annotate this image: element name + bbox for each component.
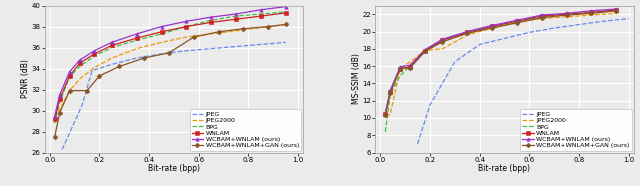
Y-axis label: PSNR (dB): PSNR (dB) bbox=[21, 60, 30, 99]
Y-axis label: MS-SSIM (dB): MS-SSIM (dB) bbox=[352, 54, 361, 105]
X-axis label: Bit-rate (bpp): Bit-rate (bpp) bbox=[148, 164, 200, 173]
Legend: JPEG, JPEG2000, BPG, WNLAM, WCBAM+WNLAM (ours), WCBAM+WNLAM+GAN (ours): JPEG, JPEG2000, BPG, WNLAM, WCBAM+WNLAM … bbox=[189, 109, 301, 151]
X-axis label: Bit-rate (bpp): Bit-rate (bpp) bbox=[479, 164, 531, 173]
Legend: JPEG, JPEG2000, BPG, WNLAM, WCBAM+WNLAM (ours), WCBAM+WNLAM+GAN (ours): JPEG, JPEG2000, BPG, WNLAM, WCBAM+WNLAM … bbox=[520, 109, 632, 151]
